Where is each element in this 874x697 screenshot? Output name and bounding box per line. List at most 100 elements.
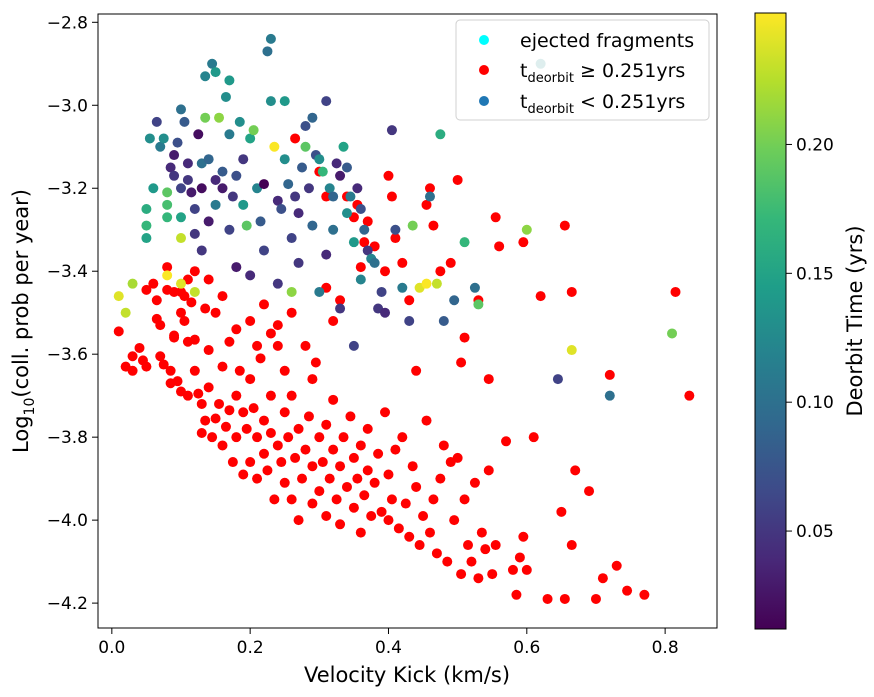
- data-point-s1-133: [355, 274, 366, 285]
- data-point-s1-50: [255, 216, 266, 227]
- data-point-s0-146: [518, 531, 529, 542]
- data-point-s1-43: [231, 170, 242, 181]
- data-point-s1-52: [262, 46, 273, 57]
- data-point-s1-8: [151, 116, 162, 127]
- data-point-s0-145: [514, 552, 525, 563]
- data-point-s0-202: [245, 316, 256, 326]
- data-point-s0-107: [376, 506, 387, 517]
- data-point-s0-212: [279, 365, 290, 376]
- data-point-s1-76: [338, 141, 349, 152]
- data-point-s0-83: [314, 486, 325, 497]
- data-point-s0-166: [321, 191, 332, 202]
- data-point-s0-119: [414, 540, 425, 551]
- legend-label-below: tdeorbit < 0.251yrs: [520, 91, 685, 117]
- data-point-s1-58: [279, 154, 290, 165]
- data-point-s1-2: [127, 278, 138, 289]
- data-point-s1-120: [258, 245, 269, 256]
- x-tick-label: 0.6: [513, 638, 540, 658]
- data-point-s1-19: [175, 183, 186, 194]
- data-point-s0-159: [611, 560, 622, 571]
- data-point-s0-178: [404, 295, 415, 306]
- data-point-s1-77: [341, 162, 352, 173]
- data-point-s0-61: [262, 465, 273, 476]
- data-point-s0-208: [179, 291, 190, 302]
- plot-points: [113, 33, 695, 604]
- data-point-s0-94: [341, 481, 352, 492]
- data-point-s0-192: [518, 237, 529, 248]
- data-point-s0-97: [348, 502, 359, 513]
- data-point-s1-25: [186, 187, 197, 198]
- data-point-s1-53: [265, 33, 276, 44]
- data-point-s0-59: [258, 415, 269, 426]
- data-point-s0-189: [483, 374, 494, 385]
- data-point-s0-124: [431, 548, 442, 559]
- y-tick-label: −3.2: [47, 179, 88, 199]
- x-axis: 0.0 0.2 0.4 0.6 0.8: [98, 628, 679, 658]
- data-point-s0-29: [189, 365, 200, 376]
- data-point-s0-44: [224, 336, 235, 347]
- data-point-s1-9: [155, 141, 166, 152]
- data-point-s0-33: [200, 303, 211, 314]
- data-point-s0-162: [670, 286, 681, 297]
- data-point-s0-203: [231, 324, 242, 335]
- data-point-s0-63: [265, 428, 276, 439]
- data-point-s0-180: [421, 199, 432, 210]
- data-point-s0-3: [127, 365, 138, 376]
- data-point-s1-38: [217, 183, 228, 194]
- legend-marker-ejected: [479, 35, 489, 45]
- data-point-s1-113: [286, 286, 297, 297]
- data-point-s0-46: [227, 457, 238, 468]
- data-point-s1-98: [435, 129, 446, 140]
- data-point-s0-147: [521, 564, 532, 575]
- y-tick-label: −3.4: [47, 262, 88, 282]
- data-point-s0-53: [245, 374, 256, 385]
- data-point-s1-119: [272, 278, 283, 289]
- data-point-s1-74: [331, 158, 342, 169]
- data-point-s0-214: [252, 340, 263, 351]
- data-point-s0-174: [383, 170, 394, 181]
- data-point-s0-113: [393, 523, 404, 534]
- colorbar-tick-label: 0.20: [796, 135, 834, 155]
- data-point-s0-62: [265, 390, 276, 401]
- data-point-s0-117: [407, 461, 418, 472]
- data-point-s1-45: [238, 199, 249, 210]
- data-point-s0-54: [245, 457, 256, 468]
- data-point-s1-71: [321, 96, 332, 107]
- data-point-s0-57: [252, 473, 263, 484]
- y-tick-label: −2.8: [47, 13, 88, 33]
- data-point-s0-142: [501, 436, 512, 447]
- data-point-s0-82: [314, 432, 325, 443]
- data-point-s0-42: [217, 440, 228, 451]
- data-point-s0-206: [189, 266, 200, 277]
- data-point-s0-176: [390, 233, 401, 244]
- data-point-s1-63: [293, 208, 304, 219]
- data-point-s1-35: [210, 67, 221, 78]
- data-point-s0-30: [193, 388, 204, 399]
- x-tick-label: 0.2: [237, 638, 264, 658]
- data-point-s0-150: [542, 593, 553, 604]
- data-point-s0-184: [445, 257, 456, 268]
- data-point-s1-89: [386, 125, 397, 136]
- data-point-s0-132: [459, 494, 470, 505]
- data-point-s1-109: [667, 328, 678, 339]
- data-point-s1-127: [300, 121, 311, 132]
- data-point-s0-173: [380, 266, 391, 277]
- data-point-s0-181: [424, 183, 435, 194]
- data-point-s0-110: [383, 515, 394, 526]
- data-point-s1-20: [175, 212, 186, 223]
- data-point-s1-11: [162, 187, 173, 198]
- data-point-s1-117: [231, 262, 242, 273]
- data-point-s0-8: [148, 278, 159, 289]
- data-point-s0-24: [179, 316, 190, 326]
- data-point-s1-31: [200, 71, 211, 82]
- data-point-s1-30: [196, 183, 207, 194]
- data-point-s0-81: [310, 357, 321, 368]
- data-point-s1-12: [162, 199, 173, 210]
- data-point-s0-130: [452, 452, 463, 463]
- data-point-s0-187: [459, 332, 470, 343]
- x-tick-label: 0.8: [652, 638, 679, 658]
- plot-frame: [97, 13, 718, 629]
- data-point-s0-39: [210, 413, 221, 424]
- data-point-s0-13: [158, 359, 169, 370]
- data-point-s0-52: [241, 423, 252, 434]
